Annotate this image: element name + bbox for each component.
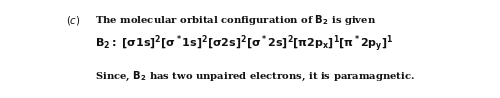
Text: $\mathbf{B_2{:}\ [\sigma 1s]^2[\sigma^*1s]^2[\sigma 2s]^2[\sigma^*2s]^2[\pi 2p_x: $\mathbf{B_2{:}\ [\sigma 1s]^2[\sigma^*1… [96, 33, 394, 54]
Text: The molecular orbital configuration of $\mathbf{B_2}$ is given: The molecular orbital configuration of $… [96, 13, 376, 27]
Text: $(c)$: $(c)$ [66, 14, 81, 27]
Text: Since, $\mathbf{B_2}$ has two unpaired electrons, it is paramagnetic.: Since, $\mathbf{B_2}$ has two unpaired e… [96, 70, 415, 83]
